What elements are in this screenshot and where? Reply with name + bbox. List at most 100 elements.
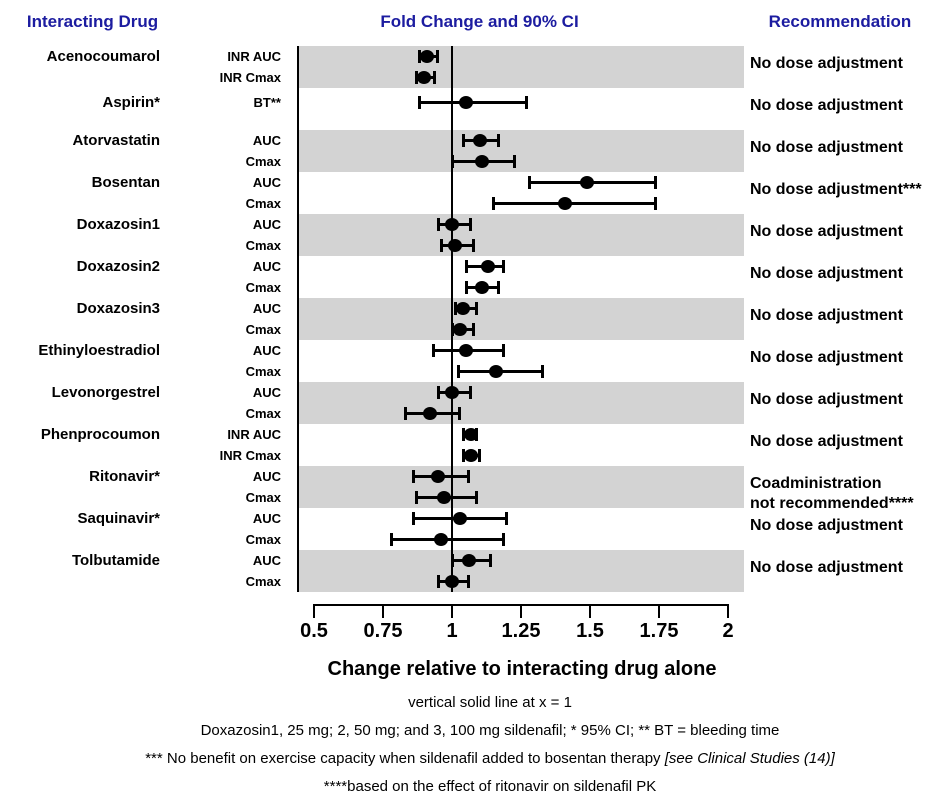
row-band: [298, 214, 744, 256]
ci-cap-high: [502, 533, 506, 546]
recommendation-text: Coadministration: [750, 475, 882, 492]
drug-label: Phenprocoumon: [40, 426, 160, 443]
ci-cap-low: [439, 239, 443, 252]
ci-cap-high: [469, 218, 473, 231]
measure-label: INR AUC: [227, 427, 281, 442]
ci-cap-high: [505, 512, 509, 525]
ci-cap-low: [462, 449, 466, 462]
ci-cap-high: [458, 407, 462, 420]
measure-label: Cmax: [245, 574, 281, 589]
recommendation-text: No dose adjustment: [750, 265, 903, 282]
point-estimate-marker: [436, 491, 451, 504]
measure-label: AUC: [252, 553, 281, 568]
x-axis-tick-label: 0.75: [363, 620, 403, 642]
recommendation-text: No dose adjustment: [750, 223, 903, 240]
measure-label: Cmax: [245, 490, 281, 505]
ci-cap-high: [472, 323, 476, 336]
recommendation-text: No dose adjustment: [750, 517, 903, 534]
ci-cap-high: [541, 365, 545, 378]
x-axis-tick: [589, 604, 591, 618]
ci-cap-high: [496, 281, 500, 294]
row-band: [298, 46, 744, 88]
ci-cap-high: [513, 155, 517, 168]
measure-label: Cmax: [245, 280, 281, 295]
ci-cap-low: [437, 575, 441, 588]
recommendation-text: No dose adjustment: [750, 139, 903, 156]
measure-label: BT**: [253, 95, 281, 110]
drug-label: Atorvastatin: [72, 132, 160, 149]
x-axis-tick: [727, 604, 729, 618]
point-estimate-marker: [420, 50, 435, 63]
recommendation-text: No dose adjustment: [750, 349, 903, 366]
ci-cap-low: [431, 344, 435, 357]
measure-label: AUC: [252, 217, 281, 232]
ci-cap-high: [433, 71, 437, 84]
reference-line-x1: [451, 46, 453, 592]
ci-cap-high: [654, 176, 658, 189]
ci-cap-low: [390, 533, 394, 546]
footnote-doses: Doxazosin1, 25 mg; 2, 50 mg; and 3, 100 …: [200, 722, 780, 739]
ci-cap-high: [488, 554, 492, 567]
ci-cap-low: [464, 281, 468, 294]
point-estimate-marker: [472, 134, 487, 147]
x-axis-title: Change relative to interacting drug alon…: [327, 658, 717, 680]
measure-label: Cmax: [245, 364, 281, 379]
drug-label: Ritonavir*: [89, 468, 160, 485]
x-axis-tick-label: 1: [446, 620, 458, 642]
ci-cap-high: [436, 50, 440, 63]
row-band: [298, 550, 744, 592]
ci-cap-low: [437, 386, 441, 399]
point-estimate-marker: [447, 239, 462, 252]
measure-label: AUC: [252, 343, 281, 358]
x-axis-tick: [451, 604, 453, 618]
point-estimate-marker: [422, 407, 437, 420]
point-estimate-marker: [580, 176, 595, 189]
measure-label: AUC: [252, 385, 281, 400]
ci-cap-high: [477, 449, 481, 462]
footnote-reference-line: vertical solid line at x = 1: [408, 694, 572, 711]
x-axis-tick-label: 1.5: [576, 620, 604, 642]
ci-cap-high: [654, 197, 658, 210]
drug-label: Doxazosin1: [76, 216, 160, 233]
footnote-bosentan-text: *** No benefit on exercise capacity when…: [145, 750, 665, 767]
drug-label: Doxazosin3: [76, 300, 160, 317]
measure-label: INR Cmax: [219, 448, 281, 463]
ci-cap-high: [466, 575, 470, 588]
measure-label: Cmax: [245, 154, 281, 169]
ci-cap-low: [415, 491, 419, 504]
ci-cap-low: [415, 71, 419, 84]
ci-cap-low: [453, 302, 457, 315]
ci-cap-low: [417, 50, 421, 63]
measure-label: AUC: [252, 259, 281, 274]
footnotes: vertical solid line at x = 1 Doxazosin1,…: [30, 692, 950, 804]
recommendation-text: No dose adjustment: [750, 307, 903, 324]
footnote-ritonavir: ****based on the effect of ritonavir on …: [323, 778, 657, 795]
ci-cap-low: [404, 407, 408, 420]
measure-label: AUC: [252, 133, 281, 148]
point-estimate-marker: [458, 96, 473, 109]
measure-label: Cmax: [245, 532, 281, 547]
point-estimate-marker: [431, 470, 446, 483]
row-band: [298, 298, 744, 340]
point-estimate-marker: [456, 302, 471, 315]
point-estimate-marker: [489, 365, 504, 378]
measure-label: AUC: [252, 301, 281, 316]
ci-cap-high: [466, 470, 470, 483]
recommendation-text: No dose adjustment***: [750, 181, 922, 198]
x-axis-tick-label: 2: [722, 620, 734, 642]
ci-cap-high: [469, 386, 473, 399]
ci-cap-high: [474, 491, 478, 504]
drug-label: Bosentan: [91, 174, 160, 191]
footnote-clinical-studies-ref: [see Clinical Studies (14)]: [664, 750, 835, 767]
ci-cap-low: [492, 197, 496, 210]
measure-label: Cmax: [245, 406, 281, 421]
ci-cap-low: [456, 365, 460, 378]
recommendation-text: No dose adjustment: [750, 55, 903, 72]
ci-cap-low: [528, 176, 532, 189]
column-header-recommendation: Recommendation: [768, 12, 912, 31]
drug-label: Levonorgestrel: [51, 384, 160, 401]
ci-cap-high: [524, 96, 528, 109]
measure-label: INR Cmax: [219, 70, 281, 85]
point-estimate-marker: [417, 71, 432, 84]
